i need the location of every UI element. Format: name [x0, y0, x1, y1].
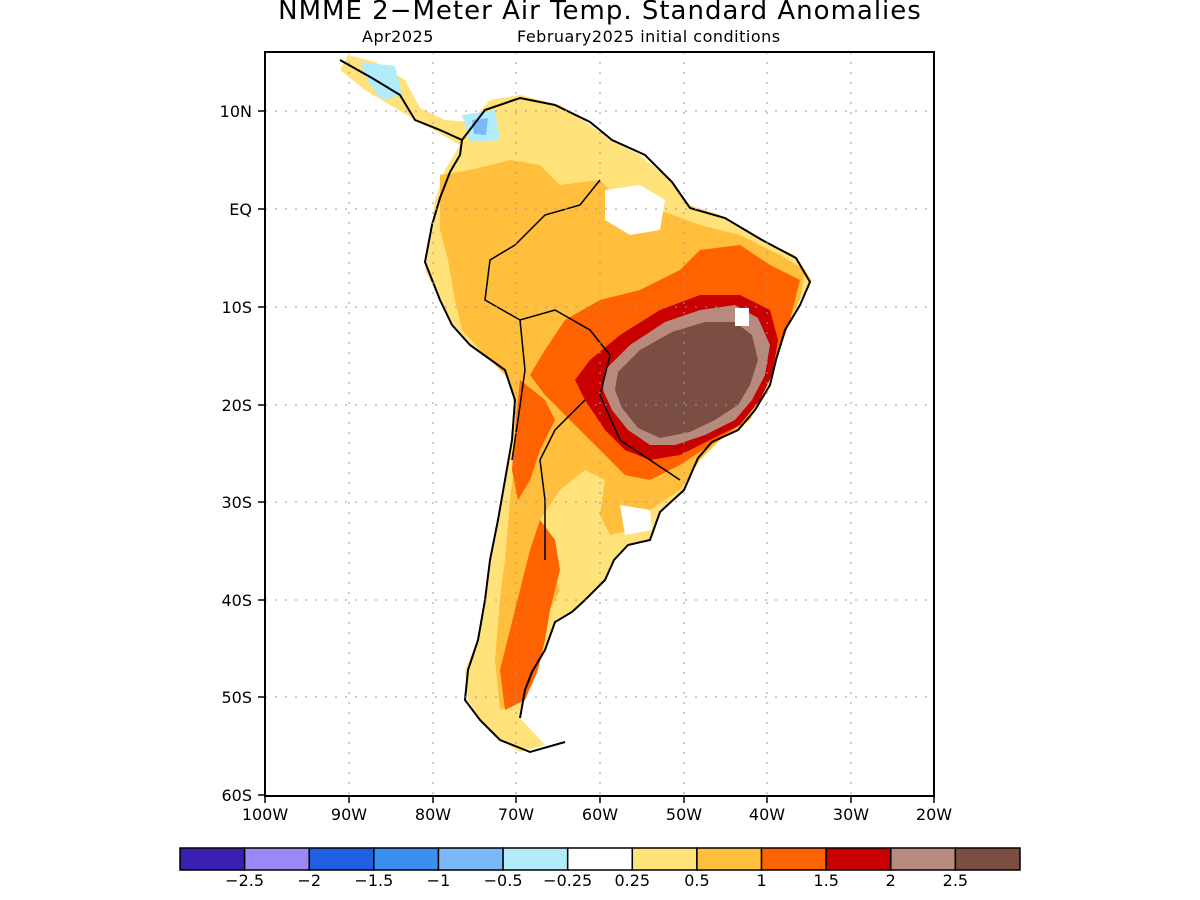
- lon-tick-label: 40W: [749, 805, 785, 824]
- colorbar-swatch: [825, 847, 892, 871]
- initial-conditions: February2025 initial conditions: [517, 27, 781, 46]
- anomaly-darkorange-andes: [512, 380, 555, 500]
- cool-anomaly-colombia-core: [472, 118, 488, 135]
- colorbar-swatch: [437, 847, 504, 871]
- lat-tick-label: 30S: [221, 493, 252, 512]
- colorbar: −2.5 −2 −1.5 −1 −0.5 −0.25 0.25 0.5 1 1.5 2 2.5: [179, 847, 1021, 890]
- map-title: NMME 2−Meter Air Temp. Standard Anomalie…: [278, 0, 922, 26]
- colorbar-label: 2: [886, 871, 896, 890]
- colorbar-label: 1.5: [813, 871, 838, 890]
- colorbar-swatch: [179, 847, 246, 871]
- no-data-cell: [735, 308, 749, 326]
- colorbar-swatch: [308, 847, 375, 871]
- lat-tick-label: 50S: [221, 688, 252, 707]
- forecast-month: Apr2025: [362, 27, 434, 46]
- colorbar-label: 1: [756, 871, 766, 890]
- colorbar-label: 0.5: [684, 871, 709, 890]
- colorbar-label: 2.5: [943, 871, 968, 890]
- lat-tick-label: 10N: [220, 102, 252, 121]
- colorbar-swatch: [890, 847, 957, 871]
- anomaly-darkorange-argentina: [500, 520, 560, 710]
- lon-tick-label: 60W: [582, 805, 618, 824]
- latitude-axis: 10N EQ 10S 20S 30S 40S 50S 60S: [220, 102, 265, 805]
- lat-tick-label: 10S: [221, 298, 252, 317]
- anomaly-shading: [340, 55, 812, 752]
- colorbar-label: −1.5: [354, 871, 393, 890]
- lon-tick-label: 80W: [415, 805, 451, 824]
- lat-tick-label: EQ: [229, 200, 252, 219]
- lat-tick-label: 60S: [221, 786, 252, 805]
- lon-tick-label: 50W: [666, 805, 702, 824]
- colorbar-swatch: [696, 847, 763, 871]
- lon-tick-label: 100W: [242, 805, 289, 824]
- colorbar-swatch: [760, 847, 827, 871]
- lon-tick-label: 20W: [916, 805, 952, 824]
- anomaly-brown-core: [615, 322, 758, 438]
- colorbar-label: 0.25: [614, 871, 650, 890]
- colorbar-swatch: [243, 847, 310, 871]
- colorbar-swatch: [502, 847, 569, 871]
- colorbar-swatch: [566, 847, 634, 871]
- colorbar-label: −2: [297, 871, 321, 890]
- coastlines: [339, 59, 812, 754]
- lat-tick-label: 20S: [221, 396, 252, 415]
- colorbar-label: −0.5: [484, 871, 523, 890]
- lon-tick-label: 30W: [833, 805, 869, 824]
- lat-tick-label: 40S: [221, 591, 252, 610]
- lon-tick-label: 90W: [331, 805, 367, 824]
- colorbar-swatch: [373, 847, 440, 871]
- colorbar-swatch: [954, 847, 1021, 871]
- neutral-anomaly-north: [605, 185, 665, 235]
- colorbar-label: −2.5: [225, 871, 264, 890]
- grid-lines: [265, 52, 934, 796]
- neutral-anomaly-uruguay: [620, 505, 652, 535]
- colorbar-label: −0.25: [543, 871, 592, 890]
- lon-tick-label: 70W: [498, 805, 534, 824]
- longitude-axis: 100W 90W 80W 70W 60W 50W 40W 30W 20W: [242, 796, 952, 824]
- colorbar-swatch: [631, 847, 698, 871]
- colorbar-label: −1: [427, 871, 451, 890]
